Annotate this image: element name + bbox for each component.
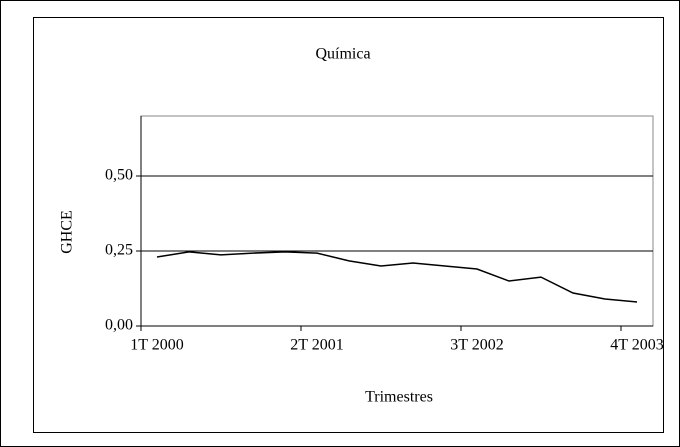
y-tick-label: 0,25 [105,242,133,259]
x-axis-label: Trimestres [365,389,433,406]
x-tick-label: 2T 2001 [290,337,343,354]
y-tick-label: 0,00 [105,317,133,334]
chart-title: Química [315,46,370,63]
chart-border [33,17,664,433]
x-tick-label: 4T 2003 [610,337,663,354]
x-tick-label: 3T 2002 [450,337,503,354]
y-axis-label: GHCE [59,210,76,254]
x-tick-label: 1T 2000 [130,337,183,354]
line [156,251,638,303]
y-tick-label: 0,50 [105,167,133,184]
